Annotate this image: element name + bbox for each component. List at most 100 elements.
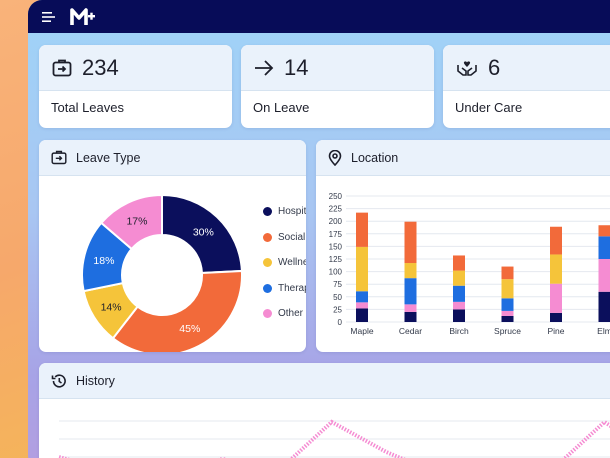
donut-slice-hospital[interactable] (161, 193, 243, 275)
legend-label: Social (278, 232, 306, 243)
panel-header: Leave Type (39, 140, 306, 176)
stat-card-header: 14 (241, 45, 434, 91)
y-tick-label: 225 (329, 205, 343, 214)
y-tick-label: 0 (338, 318, 343, 327)
donut-slice-label: 17% (126, 215, 147, 227)
x-tick-label: Cedar (399, 326, 422, 336)
bar-segment-spruce-social[interactable] (501, 266, 514, 280)
bar-segment-elm-therapy[interactable] (598, 236, 610, 259)
bar-segment-maple-social[interactable] (356, 212, 368, 247)
legend-swatch (263, 309, 272, 318)
leave-type-donut-chart: 30% 45% 14% 18% 17% (81, 193, 243, 352)
bar-segment-birch-other[interactable] (453, 301, 465, 310)
legend-item-therapy[interactable]: Therapy (263, 283, 306, 294)
bar-segment-cedar-therapy[interactable] (404, 278, 417, 305)
y-tick-label: 50 (333, 293, 342, 302)
panel-title: Leave Type (76, 150, 141, 165)
bar-segment-maple-hospital[interactable] (356, 308, 368, 322)
y-tick-label: 200 (329, 217, 343, 226)
donut-slice-label: 18% (93, 255, 114, 267)
stat-card-header: 6 (443, 45, 610, 91)
legend-swatch (263, 233, 272, 242)
legend-label: Therapy (278, 283, 306, 294)
location-panel: Location 0 25 50 75 100 125 150 175 200 225 250 Map… (316, 140, 610, 352)
panel-title: History (76, 373, 115, 388)
stat-card-under-care[interactable]: 6 Under Care (443, 45, 610, 128)
history-panel: History (39, 363, 610, 458)
legend-swatch (263, 207, 272, 216)
top-navbar (28, 0, 610, 33)
bar-segment-pine-hospital[interactable] (550, 312, 562, 322)
hamburger-menu-icon[interactable] (41, 9, 57, 25)
bar-segment-pine-wellness[interactable] (550, 254, 562, 284)
bar-segment-maple-therapy[interactable] (356, 291, 368, 303)
stat-card-total-leaves[interactable]: 234 Total Leaves (39, 45, 232, 128)
x-tick-label: Birch (449, 326, 469, 336)
panel-title: Location (351, 150, 399, 165)
stat-value: 6 (488, 54, 501, 80)
stat-card-on-leave[interactable]: 14 On Leave (241, 45, 434, 128)
donut-slice-social[interactable] (111, 269, 243, 352)
location-pin-icon (328, 149, 342, 166)
legend-item-other[interactable]: Other (263, 308, 303, 319)
bar-segment-maple-other[interactable] (356, 302, 368, 309)
y-tick-label: 100 (329, 268, 343, 277)
panel-header: Location (316, 140, 610, 176)
history-line-chart (58, 419, 610, 458)
y-tick-label: 150 (329, 242, 343, 251)
location-bar-chart: 0 25 50 75 100 125 150 175 200 225 250 Maple Cedar Bi… (329, 192, 610, 336)
legend-label: Other (278, 308, 304, 319)
bar-segment-spruce-hospital[interactable] (501, 315, 514, 322)
y-tick-label: 75 (333, 280, 342, 289)
x-tick-label: Maple (350, 326, 373, 336)
legend-label: Hospital (278, 206, 306, 217)
app-logo-icon[interactable] (70, 6, 96, 28)
bar-segment-birch-social[interactable] (453, 255, 465, 271)
bar-segment-cedar-other[interactable] (404, 304, 417, 312)
bar-segment-spruce-therapy[interactable] (501, 298, 514, 311)
bar-segment-birch-wellness[interactable] (453, 270, 465, 286)
y-tick-label: 175 (329, 230, 343, 239)
bar-segment-elm-hospital[interactable] (598, 291, 610, 322)
history-clock-icon (51, 373, 66, 388)
bar-segment-elm-social[interactable] (598, 225, 610, 237)
bar-segment-pine-social[interactable] (550, 226, 562, 255)
donut-slice-label: 14% (101, 302, 122, 314)
stat-value: 234 (82, 54, 119, 80)
x-tick-label: Elm (597, 326, 610, 336)
bar-segment-spruce-other[interactable] (501, 310, 514, 316)
bar-segment-spruce-wellness[interactable] (501, 279, 514, 299)
legend-label: Wellness (278, 257, 306, 268)
care-hands-icon (457, 60, 477, 76)
x-tick-label: Spruce (494, 326, 521, 336)
bar-segment-maple-wellness[interactable] (356, 246, 368, 292)
leave-type-panel: Leave Type 30% 45% 14% 18% 17% Hospital Soci… (39, 140, 306, 352)
bar-segment-birch-hospital[interactable] (453, 309, 465, 322)
stat-label: Under Care (455, 100, 523, 115)
bar-segment-birch-therapy[interactable] (453, 285, 465, 302)
donut-slice-other[interactable] (99, 193, 163, 251)
bar-segment-pine-other[interactable] (550, 283, 562, 313)
donut-slice-label: 45% (179, 323, 200, 335)
history-line-other[interactable] (58, 419, 610, 458)
legend-swatch (263, 284, 272, 293)
stat-label: On Leave (253, 100, 310, 115)
donut-slice-label: 30% (193, 227, 214, 239)
app-window: 234 Total Leaves 14 On Leave 6 Under Car… (28, 0, 610, 458)
leave-icon (51, 150, 67, 165)
arrow-right-icon (255, 59, 274, 76)
leave-icon (52, 59, 72, 76)
bar-segment-cedar-hospital[interactable] (404, 311, 417, 322)
bar-segment-cedar-social[interactable] (404, 221, 417, 264)
bar-segment-cedar-wellness[interactable] (404, 263, 417, 279)
legend-item-wellness[interactable]: Wellness (263, 257, 306, 268)
y-tick-label: 125 (329, 255, 343, 264)
stat-label: Total Leaves (51, 100, 124, 115)
legend-item-hospital[interactable]: Hospital (263, 206, 306, 217)
legend-item-social[interactable]: Social (263, 232, 305, 243)
x-tick-label: Pine (547, 326, 564, 336)
bar-segment-elm-other[interactable] (598, 259, 610, 292)
stat-card-header: 234 (39, 45, 232, 91)
y-tick-label: 250 (329, 192, 343, 201)
stat-value: 14 (284, 54, 309, 80)
